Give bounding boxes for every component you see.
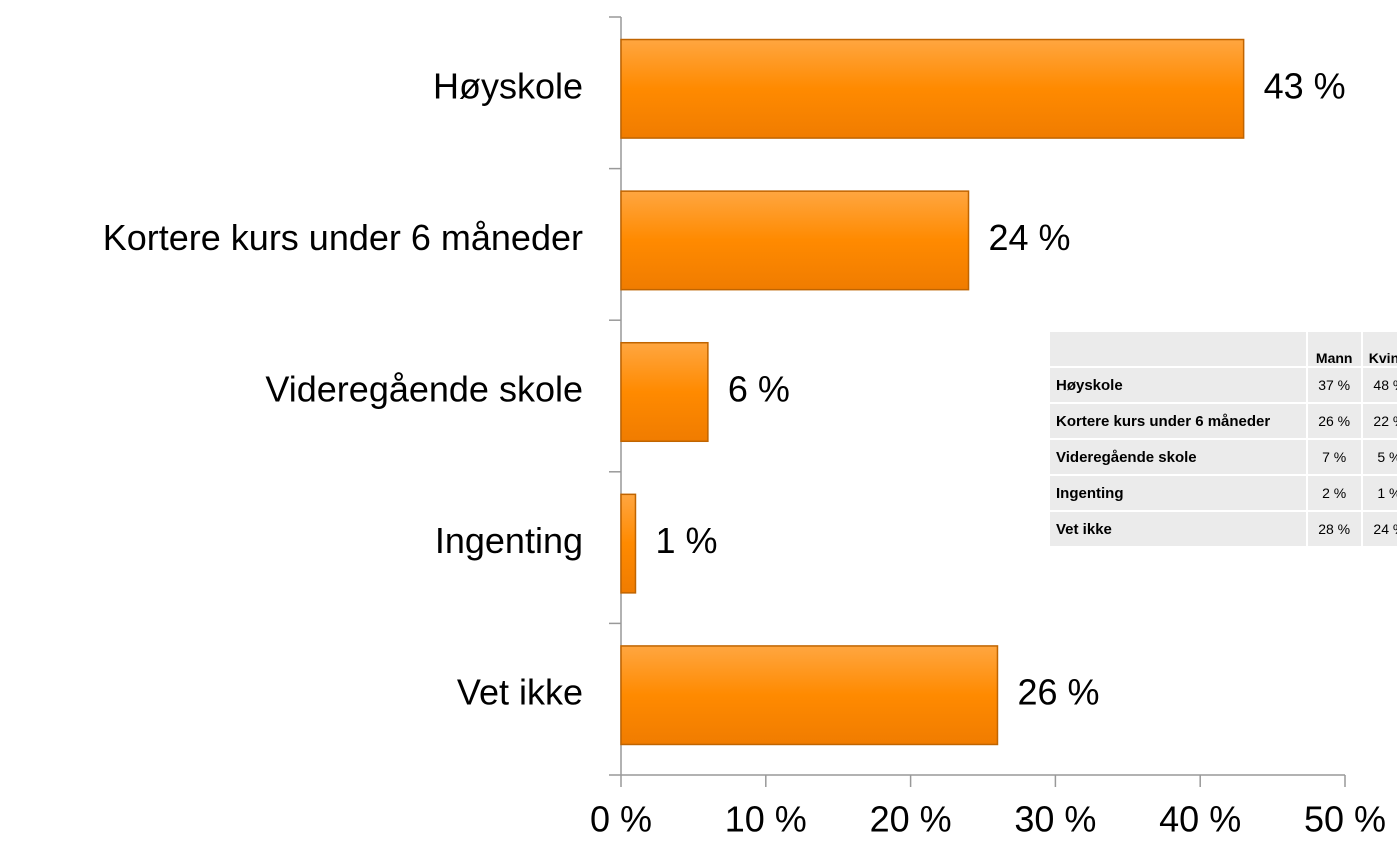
bar [620, 38, 1245, 139]
table-value: 24 % [1360, 510, 1397, 548]
table-value: 26 % [1305, 402, 1363, 440]
table-label: Videregående skole [1048, 438, 1308, 476]
table-label: Kortere kurs under 6 måneder [1048, 402, 1308, 440]
y-tick-label: Høyskole [433, 65, 583, 106]
x-tick-label: 20 % [870, 799, 952, 840]
table-label: Ingenting [1048, 474, 1308, 512]
table-header: Kvinne [1360, 330, 1397, 368]
table-header: Mann [1305, 330, 1363, 368]
y-tick-label: Kortere kurs under 6 måneder [103, 217, 583, 258]
bar [620, 341, 709, 443]
x-tick-label: 40 % [1159, 799, 1241, 840]
y-tick-label: Videregående skole [265, 369, 583, 410]
y-tick-label: Vet ikke [457, 672, 583, 713]
value-label: 26 % [1017, 672, 1099, 713]
x-tick-label: 10 % [725, 799, 807, 840]
x-tick-label: 0 % [590, 799, 652, 840]
table-label: Høyskole [1048, 366, 1308, 404]
y-tick-label: Ingenting [435, 520, 583, 561]
table-value: 5 % [1360, 438, 1397, 476]
value-label: 6 % [728, 369, 790, 410]
table-value: 1 % [1360, 474, 1397, 512]
table-value: 48 % [1360, 366, 1397, 404]
value-label: 24 % [989, 217, 1071, 258]
x-tick-label: 30 % [1014, 799, 1096, 840]
table-value: 7 % [1305, 438, 1363, 476]
table-label: Vet ikke [1048, 510, 1308, 548]
inset-table: MannKvinneHøyskole37 %48 %Kortere kurs u… [1048, 330, 1397, 548]
bar [620, 645, 999, 746]
bar [620, 493, 637, 594]
table-corner [1048, 330, 1308, 368]
table-value: 28 % [1305, 510, 1363, 548]
table-header-row: MannKvinne [1048, 330, 1397, 368]
x-tick-label: 50 % [1304, 799, 1386, 840]
value-label: 43 % [1264, 65, 1346, 106]
bar [620, 190, 970, 291]
table-value: 37 % [1305, 366, 1363, 404]
value-label: 1 % [655, 520, 717, 561]
table-value: 2 % [1305, 474, 1363, 512]
table-value: 22 % [1360, 402, 1397, 440]
